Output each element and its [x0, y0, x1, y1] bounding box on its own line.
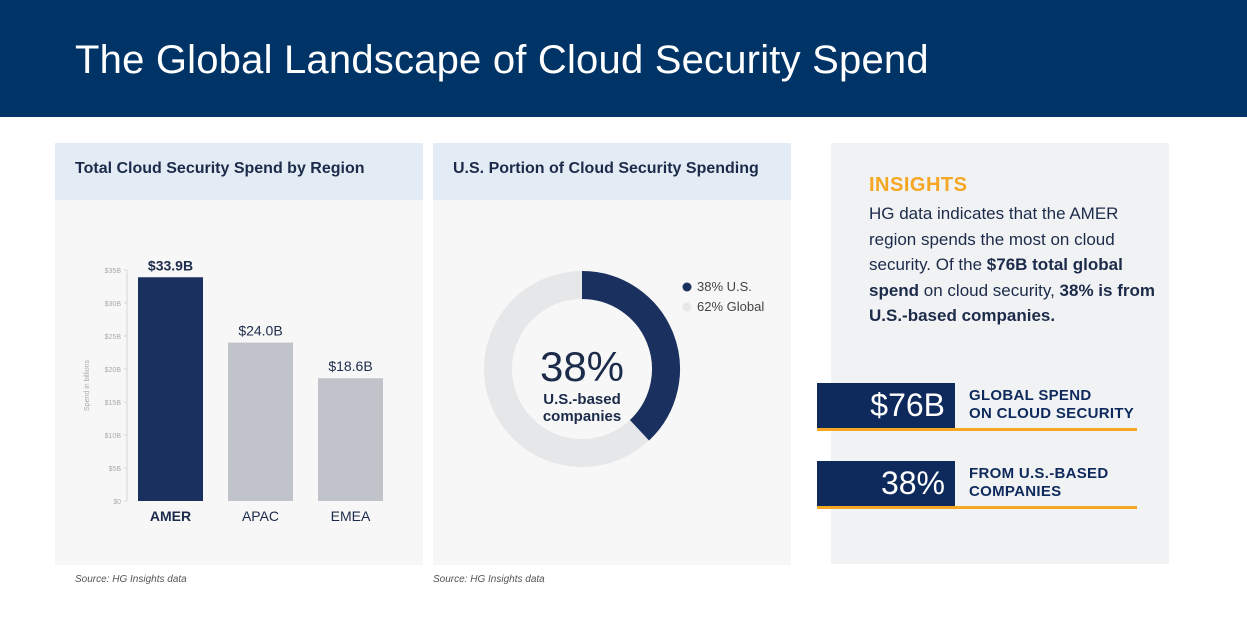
stat-global-spend: $76B GLOBAL SPEND ON CLOUD SECURITY [817, 383, 1137, 431]
stat-underline [817, 506, 1137, 509]
stat-label-line: FROM U.S.-BASED [969, 465, 1109, 482]
donut-center-label: U.S.-based [543, 391, 621, 408]
y-axis-label: Spend in billions [84, 360, 91, 411]
y-tick-label: $15B [105, 400, 122, 407]
stat-label-line: COMPANIES [969, 483, 1062, 500]
legend-swatch [682, 302, 692, 312]
bar-amer [138, 277, 203, 501]
stat-underline [817, 428, 1137, 431]
insights-text-part: on cloud security, [919, 280, 1060, 300]
bar-chart-header: Total Cloud Security Spend by Region [55, 143, 423, 200]
donut-center-label: companies [543, 408, 621, 425]
insights-text-bold: 38% is from U.S.-based companies. [869, 280, 1155, 326]
donut-chart-title: U.S. Portion of Cloud Security Spending [453, 160, 759, 177]
bar-data-label: $18.6B [328, 358, 372, 374]
bar-chart: $0 $5B $10B $15B $20B $25B $30B $35B Spend in bi… [84, 257, 383, 524]
legend-label: 38% U.S. [697, 279, 752, 294]
page-title: The Global Landscape of Cloud Security S… [75, 38, 929, 82]
stat-value: $76B [817, 383, 955, 428]
insights-heading: INSIGHTS [869, 174, 968, 196]
header-banner: The Global Landscape of Cloud Security S… [0, 0, 1247, 117]
stat-label: FROM U.S.-BASED COMPANIES [969, 465, 1109, 501]
donut-chart-header: U.S. Portion of Cloud Security Spending [433, 143, 791, 200]
y-tick-label: $10B [105, 433, 122, 440]
bar-apac [228, 342, 293, 501]
bar-chart-source: Source: HG Insights data [75, 574, 187, 585]
donut-chart-panel: U.S. Portion of Cloud Security Spending … [433, 143, 791, 565]
insights-text-part: HG data indicates that the AMER region s… [869, 204, 1119, 274]
stat-label-line: ON CLOUD SECURITY [969, 405, 1135, 422]
insights-text-bold: $76B total global spend [869, 255, 1123, 300]
x-tick-label: EMEA [331, 508, 371, 524]
y-tick-label: $20B [105, 367, 122, 374]
y-tick-label: $25B [105, 334, 122, 341]
donut-center-value: 38% [540, 343, 624, 390]
bar-data-label: $33.9B [148, 257, 193, 273]
legend-swatch [682, 282, 692, 292]
x-tick-label: AMER [150, 508, 191, 524]
bar-chart-title: Total Cloud Security Spend by Region [75, 160, 365, 177]
insights-text: HG data indicates that the AMER region s… [869, 201, 1159, 329]
y-tick-label: $0 [113, 499, 121, 506]
bar-chart-panel: Total Cloud Security Spend by Region $0 $… [55, 143, 423, 565]
stat-label-line: GLOBAL SPEND [969, 387, 1092, 404]
donut-slice-us [581, 271, 680, 441]
x-tick-label: APAC [242, 508, 279, 524]
bar-emea [318, 378, 383, 501]
stat-label: GLOBAL SPEND ON CLOUD SECURITY [969, 387, 1134, 423]
legend-label: 62% Global [697, 299, 764, 314]
stat-us-share: 38% FROM U.S.-BASED COMPANIES [817, 461, 1137, 509]
bar-data-label: $24.0B [238, 323, 282, 339]
y-tick-label: $35B [105, 268, 122, 275]
y-tick-label: $5B [109, 466, 122, 473]
donut-chart-source: Source: HG Insights data [433, 574, 545, 585]
y-tick-label: $30B [105, 301, 122, 308]
stat-value: 38% [817, 461, 955, 506]
